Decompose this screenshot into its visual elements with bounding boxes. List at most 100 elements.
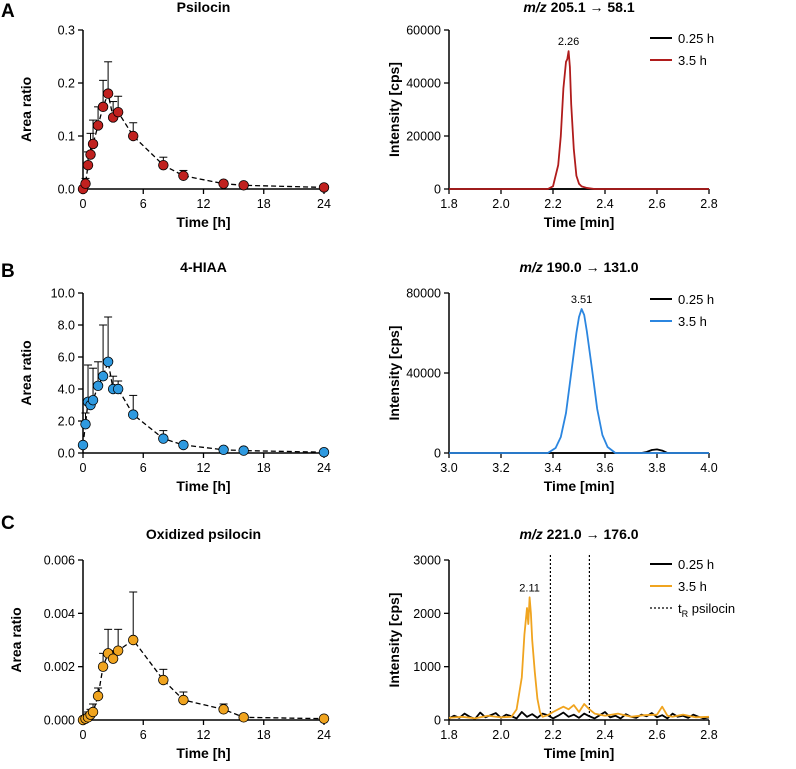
x-tick-label: 6 [140, 461, 147, 475]
y-tick-label: 0.2 [58, 77, 75, 91]
chart-4-hiaa-chromatogram: m/z 190.0 → 131.0 0 40000 80000 3.0 3.2 3.4 3.6… [386, 259, 718, 494]
legend-label: 0.25 h [678, 557, 714, 572]
data-point [238, 445, 249, 456]
y-axis-label: Area ratio [18, 77, 34, 142]
chart-title-rest: 205.1 → 58.1 [547, 0, 635, 15]
chart-title: 4-HIAA [180, 259, 227, 275]
x-tick-label: 0 [80, 461, 87, 475]
data-point [92, 690, 104, 702]
x-tick-label: 18 [257, 461, 271, 475]
chart-title: m/z 190.0 → 131.0 [519, 259, 638, 275]
panel-letter-b: B [1, 261, 15, 282]
data-point [218, 444, 229, 456]
x-tick-label: 3.0 [440, 461, 457, 475]
y-tick-label: 3000 [413, 554, 441, 568]
data-point [77, 439, 89, 451]
y-tick-label: 80000 [406, 287, 441, 301]
legend-label-sub: R [682, 609, 689, 619]
x-tick-label: 2.2 [544, 728, 561, 742]
data-point [102, 88, 114, 99]
x-tick-label: 24 [317, 197, 331, 211]
y-tick-label: 20000 [406, 130, 441, 144]
x-tick-label: 18 [257, 197, 271, 211]
y-tick-label: 6.0 [58, 351, 75, 365]
data-point [178, 694, 189, 706]
y-tick-label: 0.000 [44, 714, 75, 728]
data-point [87, 395, 99, 406]
data-point [92, 380, 104, 392]
x-tick-label: 1.8 [440, 728, 457, 742]
x-tick-label: 3.2 [492, 461, 509, 475]
x-axis-label: Time [min] [544, 478, 615, 494]
chart-title-rest: 190.0 → 131.0 [543, 259, 639, 275]
data-point [158, 674, 169, 686]
chart-title: m/z 205.1 → 58.1 [523, 0, 635, 15]
series-line-1 [449, 50, 709, 190]
data-point [218, 178, 229, 189]
chart-title: Oxidized psilocin [146, 526, 261, 542]
peak-label: 2.11 [519, 582, 540, 594]
data-point [97, 661, 109, 672]
panel-letter-a: A [1, 1, 15, 22]
y-tick-label: 0 [434, 447, 441, 461]
x-tick-label: 12 [197, 197, 211, 211]
x-tick-label: 6 [140, 197, 147, 211]
chart-title-italic: m/z [519, 526, 542, 542]
x-tick-label: 2.4 [596, 728, 613, 742]
peak-label: 3.51 [571, 294, 592, 306]
data-point [158, 433, 169, 444]
x-tick-label: 0 [80, 728, 87, 742]
y-tick-label: 0 [434, 183, 441, 197]
x-tick-label: 2.0 [492, 197, 509, 211]
y-tick-label: 0.3 [58, 24, 75, 38]
data-point [92, 120, 104, 131]
data-point [102, 356, 114, 368]
data-point [87, 706, 99, 718]
legend-label-rest: psilocin [688, 601, 735, 616]
data-point [80, 419, 91, 430]
data-point [82, 159, 94, 171]
data-point [85, 149, 96, 160]
x-tick-label: 12 [197, 461, 211, 475]
data-point [238, 180, 249, 191]
chart-title: Psilocin [177, 0, 231, 15]
data-point [318, 182, 330, 193]
y-tick-label: 40000 [406, 367, 441, 381]
x-tick-label: 24 [317, 728, 331, 742]
y-tick-label: 0.002 [44, 660, 75, 674]
x-axis-label: Time [min] [544, 745, 615, 761]
chart-oxidized-psilocin-chromatogram: m/z 221.0 → 176.0 0 1000 2000 3000 1.8 2.0 2.2 2… [386, 526, 735, 761]
x-tick-label: 2.6 [648, 728, 665, 742]
data-point [318, 713, 330, 724]
x-tick-label: 18 [257, 728, 271, 742]
x-tick-label: 12 [197, 728, 211, 742]
x-tick-label: 4.0 [700, 461, 717, 475]
y-axis-label: Area ratio [18, 340, 34, 405]
y-tick-label: 0.004 [44, 607, 75, 621]
chart-psilocin-area-ratio: Psilocin 0.0 0.1 0.2 0.3 0 6 12 18 24 Time [h] Area… [18, 0, 331, 230]
data-point [178, 170, 189, 181]
x-tick-label: 2.8 [700, 197, 717, 211]
data-point [112, 383, 124, 395]
chart-title-italic: m/z [519, 259, 542, 275]
data-point [128, 634, 139, 646]
y-axis-label: Area ratio [8, 607, 24, 672]
y-tick-label: 10.0 [51, 287, 75, 301]
x-tick-label: 0 [80, 197, 87, 211]
data-point [112, 645, 124, 656]
y-tick-label: 0.1 [58, 130, 75, 144]
data-point [318, 447, 330, 458]
x-tick-label: 2.0 [492, 728, 509, 742]
x-tick-label: 2.2 [544, 197, 561, 211]
series-line-0 [448, 711, 710, 720]
x-tick-label: 1.8 [440, 197, 457, 211]
y-tick-label: 60000 [406, 24, 441, 38]
data-point [158, 159, 169, 171]
mean-trend-line [82, 91, 325, 190]
y-tick-label: 8.0 [58, 319, 75, 333]
data-point [107, 653, 119, 664]
legend-label: 3.5 h [678, 314, 707, 329]
x-axis-label: Time [h] [176, 478, 230, 494]
series-line-1 [448, 596, 710, 720]
